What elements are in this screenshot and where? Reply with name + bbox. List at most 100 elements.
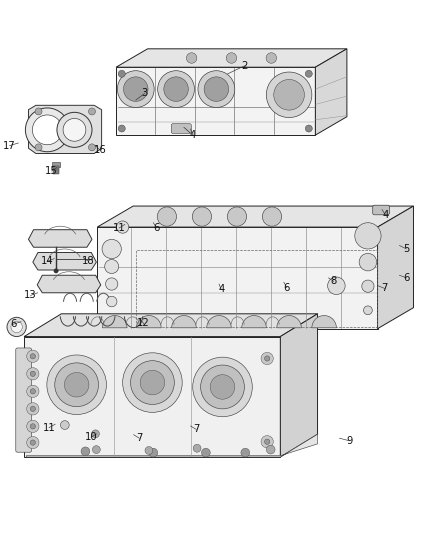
Circle shape bbox=[204, 77, 229, 101]
Text: 7: 7 bbox=[136, 433, 142, 443]
Text: 17: 17 bbox=[3, 141, 16, 151]
Circle shape bbox=[274, 79, 304, 110]
Circle shape bbox=[305, 70, 312, 77]
Text: 14: 14 bbox=[41, 256, 53, 266]
Polygon shape bbox=[280, 314, 318, 457]
Polygon shape bbox=[37, 275, 101, 293]
Circle shape bbox=[35, 144, 42, 151]
Circle shape bbox=[124, 77, 148, 101]
Circle shape bbox=[30, 371, 35, 376]
Circle shape bbox=[262, 207, 282, 226]
Polygon shape bbox=[28, 230, 92, 247]
Circle shape bbox=[102, 239, 121, 259]
Circle shape bbox=[265, 439, 270, 445]
Circle shape bbox=[57, 112, 92, 147]
Circle shape bbox=[359, 253, 377, 271]
Text: 6: 6 bbox=[284, 282, 290, 293]
Circle shape bbox=[265, 356, 270, 361]
Circle shape bbox=[105, 260, 119, 273]
Circle shape bbox=[106, 278, 118, 290]
Circle shape bbox=[201, 448, 210, 457]
Wedge shape bbox=[207, 316, 231, 328]
FancyBboxPatch shape bbox=[16, 348, 32, 452]
Circle shape bbox=[88, 108, 95, 115]
Text: 8: 8 bbox=[331, 277, 337, 286]
Circle shape bbox=[266, 445, 275, 454]
Circle shape bbox=[81, 447, 90, 456]
Circle shape bbox=[35, 108, 42, 115]
Polygon shape bbox=[378, 206, 413, 329]
Circle shape bbox=[27, 420, 39, 432]
Circle shape bbox=[226, 53, 237, 63]
Circle shape bbox=[261, 435, 273, 448]
Circle shape bbox=[30, 406, 35, 411]
Text: 13: 13 bbox=[25, 290, 37, 301]
Wedge shape bbox=[242, 316, 266, 328]
Ellipse shape bbox=[132, 96, 141, 102]
Text: 5: 5 bbox=[403, 244, 410, 254]
Text: 4: 4 bbox=[218, 284, 224, 294]
Circle shape bbox=[201, 365, 244, 409]
Circle shape bbox=[362, 280, 374, 292]
Polygon shape bbox=[116, 67, 315, 135]
Text: 11: 11 bbox=[113, 223, 126, 233]
Wedge shape bbox=[277, 316, 301, 328]
Circle shape bbox=[27, 368, 39, 380]
Circle shape bbox=[149, 448, 158, 457]
Circle shape bbox=[364, 306, 372, 314]
Text: 4: 4 bbox=[190, 130, 196, 140]
Circle shape bbox=[92, 446, 100, 454]
Circle shape bbox=[63, 118, 86, 141]
Circle shape bbox=[266, 72, 312, 118]
Text: 2: 2 bbox=[241, 61, 247, 71]
Bar bbox=[136, 251, 377, 327]
FancyBboxPatch shape bbox=[53, 166, 59, 174]
Polygon shape bbox=[24, 336, 280, 457]
Polygon shape bbox=[33, 253, 96, 270]
Circle shape bbox=[117, 221, 129, 233]
Circle shape bbox=[7, 317, 26, 336]
Circle shape bbox=[92, 430, 99, 438]
Circle shape bbox=[30, 354, 35, 359]
Circle shape bbox=[118, 125, 125, 132]
Circle shape bbox=[261, 352, 273, 365]
Text: 9: 9 bbox=[346, 436, 353, 446]
Polygon shape bbox=[315, 49, 347, 135]
Polygon shape bbox=[97, 227, 378, 329]
Circle shape bbox=[193, 445, 201, 452]
Text: 10: 10 bbox=[85, 432, 97, 442]
Wedge shape bbox=[102, 316, 127, 328]
Circle shape bbox=[123, 353, 182, 413]
Circle shape bbox=[164, 77, 188, 101]
Text: 7: 7 bbox=[381, 284, 388, 293]
Circle shape bbox=[140, 370, 165, 395]
Circle shape bbox=[106, 296, 117, 307]
Circle shape bbox=[305, 125, 312, 132]
Circle shape bbox=[328, 277, 345, 295]
Wedge shape bbox=[137, 316, 161, 328]
Polygon shape bbox=[28, 106, 102, 154]
Circle shape bbox=[25, 108, 69, 152]
Circle shape bbox=[88, 144, 95, 151]
Text: 3: 3 bbox=[141, 88, 148, 99]
Circle shape bbox=[266, 53, 277, 63]
Circle shape bbox=[198, 71, 235, 108]
Circle shape bbox=[117, 71, 154, 108]
Polygon shape bbox=[24, 314, 318, 336]
Circle shape bbox=[55, 363, 99, 407]
Circle shape bbox=[60, 421, 69, 430]
Circle shape bbox=[64, 373, 89, 397]
Circle shape bbox=[54, 269, 58, 273]
Circle shape bbox=[355, 223, 381, 249]
FancyBboxPatch shape bbox=[52, 162, 60, 167]
Circle shape bbox=[47, 355, 106, 415]
Circle shape bbox=[227, 207, 247, 226]
Circle shape bbox=[145, 447, 153, 455]
FancyBboxPatch shape bbox=[171, 124, 191, 133]
Circle shape bbox=[158, 71, 194, 108]
Circle shape bbox=[30, 424, 35, 429]
Text: 11: 11 bbox=[42, 423, 56, 433]
Wedge shape bbox=[172, 316, 196, 328]
Circle shape bbox=[27, 437, 39, 449]
Text: 6: 6 bbox=[403, 273, 410, 283]
